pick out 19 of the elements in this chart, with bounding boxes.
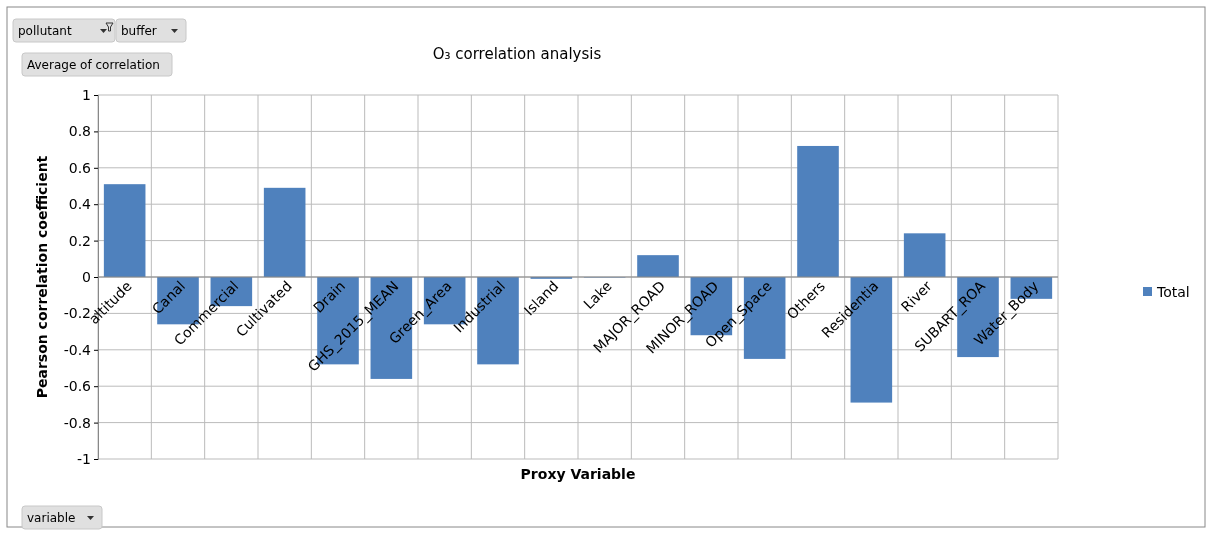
chart-title: O₃ correlation analysis xyxy=(432,45,602,63)
legend-label: Total xyxy=(1156,284,1190,300)
x-axis-title: Proxy Variable xyxy=(520,466,636,482)
y-tick-label: -0.2 xyxy=(63,305,91,322)
y-tick-label: -0.4 xyxy=(63,341,92,358)
y-tick-label: -1 xyxy=(77,450,91,467)
y-axis-title: Pearson correlation coefficient xyxy=(34,155,50,399)
field-button: pollutant xyxy=(12,18,116,43)
y-tick-label: 0 xyxy=(82,268,91,285)
y-tick-label: -0.8 xyxy=(63,414,91,431)
y-tick-label: 1 xyxy=(82,86,91,103)
y-tick-label: 0.6 xyxy=(68,159,92,176)
field-button: buffer xyxy=(115,18,187,43)
field-button: Average of correlation xyxy=(21,52,173,77)
y-tick-label: 0.8 xyxy=(68,123,91,140)
y-tick-label: -0.6 xyxy=(63,378,92,395)
y-tick-label: 0.2 xyxy=(68,232,91,249)
field-button: variable xyxy=(21,505,103,530)
y-tick-label: 0.4 xyxy=(68,196,92,213)
